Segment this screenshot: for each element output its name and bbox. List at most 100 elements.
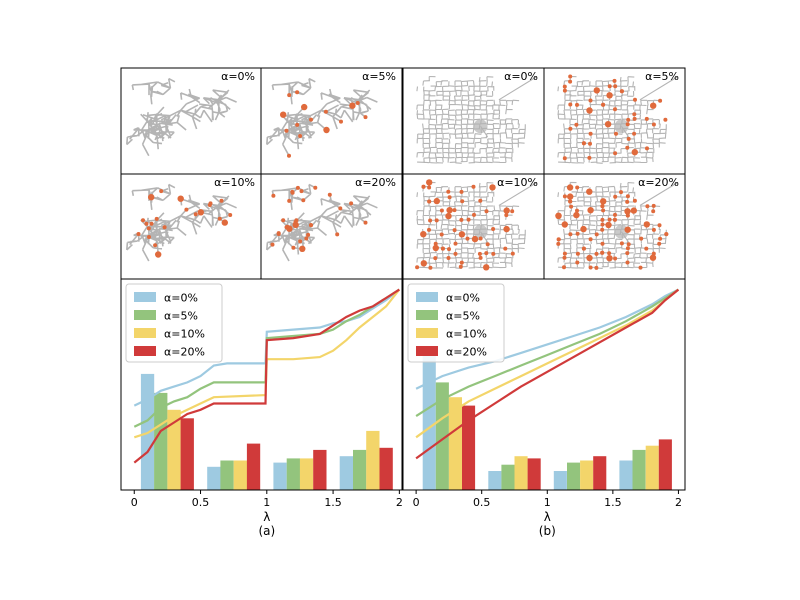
highlight-marker xyxy=(586,188,593,195)
highlight-marker xyxy=(567,193,574,200)
legend-entry: α=5% xyxy=(164,310,198,323)
bar-0-0 xyxy=(422,355,436,490)
highlight-marker xyxy=(605,221,612,229)
bar-0-1 xyxy=(488,471,502,490)
highlight-marker xyxy=(327,192,332,197)
network-panel-4: α=20% xyxy=(260,173,403,280)
highlight-marker xyxy=(323,109,328,114)
highlight-marker xyxy=(658,98,663,103)
highlight-marker xyxy=(284,128,289,133)
highlight-marker xyxy=(299,245,306,252)
charts: 0 0.5 1 1.5 2λ(a)α=0%α=5%α=10%α=20%0 0.5 1 1.5 2… xyxy=(120,278,686,538)
highlight-markers xyxy=(270,185,368,252)
highlight-marker xyxy=(625,209,630,214)
highlight-marker xyxy=(633,97,637,102)
highlight-marker xyxy=(349,201,354,206)
highlight-marker xyxy=(504,213,509,218)
highlight-marker xyxy=(607,84,612,89)
highlight-marker xyxy=(301,198,306,203)
highlight-marker xyxy=(624,226,631,233)
highlight-marker xyxy=(586,254,593,262)
highlight-markers xyxy=(280,90,368,158)
highlight-marker xyxy=(632,116,637,121)
highlight-marker xyxy=(295,185,300,190)
bar-1-1 xyxy=(501,464,515,490)
legend-swatch xyxy=(134,310,156,320)
bars xyxy=(140,373,393,490)
curve-line-3 xyxy=(415,288,680,460)
highlight-marker xyxy=(604,121,612,128)
highlight-marker xyxy=(638,265,643,270)
legend-swatch xyxy=(134,328,156,338)
highlight-marker xyxy=(651,227,656,232)
highlight-marker xyxy=(484,209,489,214)
highlight-marker xyxy=(630,207,637,214)
highlight-marker xyxy=(556,241,561,246)
x-tick-label: 0 xyxy=(413,496,420,509)
highlight-marker xyxy=(446,189,451,194)
highlight-marker xyxy=(485,242,490,247)
network-panel-7: α=10% xyxy=(402,173,545,280)
axes-frame xyxy=(402,278,686,491)
bar-1-2 xyxy=(286,458,300,490)
highlight-marker xyxy=(298,134,303,138)
highlight-marker xyxy=(568,126,573,131)
highlight-marker xyxy=(287,153,291,158)
highlight-marker xyxy=(600,250,605,255)
highlight-marker xyxy=(136,232,141,236)
network-edge-paths xyxy=(266,183,378,262)
highlight-marker xyxy=(349,102,356,109)
highlight-marker xyxy=(447,195,452,200)
highlight-marker xyxy=(287,93,292,98)
network-panel-2: α=5% xyxy=(260,67,403,175)
bar-0-2 xyxy=(553,471,567,490)
highlight-marker xyxy=(600,227,605,232)
network-panel-6: α=5% xyxy=(543,67,686,175)
highlight-marker xyxy=(588,98,593,103)
network-edge-paths xyxy=(557,181,679,269)
bar-2-1 xyxy=(233,460,247,490)
bar-0-3 xyxy=(339,456,353,490)
panel-label: α=20% xyxy=(355,176,396,189)
highlight-marker xyxy=(613,84,618,89)
network-panel-8: α=20% xyxy=(543,173,686,280)
highlight-marker xyxy=(299,189,304,194)
highlight-marker xyxy=(568,185,573,190)
highlight-marker xyxy=(193,212,198,217)
highlight-marker xyxy=(291,245,296,250)
highlight-marker xyxy=(625,194,630,199)
chart-caption: (b) xyxy=(539,524,556,538)
highlight-marker xyxy=(478,255,483,260)
network-dense-core xyxy=(614,119,629,134)
highlight-marker xyxy=(600,204,605,209)
highlight-marker xyxy=(221,219,228,226)
highlight-marker xyxy=(619,241,624,246)
highlight-marker xyxy=(295,122,300,127)
highlight-marker xyxy=(581,246,586,251)
highlight-marker xyxy=(471,235,479,243)
panel-label: α=0% xyxy=(504,70,538,83)
highlight-marker xyxy=(298,239,303,244)
highlight-marker xyxy=(149,221,154,226)
highlight-marker xyxy=(632,198,637,203)
highlight-marker xyxy=(427,199,432,204)
highlight-marker xyxy=(144,221,149,226)
highlight-marker xyxy=(421,184,426,189)
highlight-marker xyxy=(587,155,592,160)
legend-swatch xyxy=(416,292,438,302)
highlight-marker xyxy=(433,256,438,261)
legend-swatch xyxy=(416,346,438,356)
highlight-marker xyxy=(428,218,433,223)
legend-swatch xyxy=(134,346,156,356)
highlight-marker xyxy=(460,199,465,204)
legend-box xyxy=(407,283,505,363)
highlight-marker xyxy=(420,231,427,238)
highlight-marker xyxy=(439,208,444,213)
highlight-marker xyxy=(453,251,458,256)
highlight-marker xyxy=(594,232,599,237)
highlight-marker xyxy=(625,145,630,150)
highlight-marker xyxy=(651,203,656,208)
highlight-marker xyxy=(588,265,593,270)
highlight-marker xyxy=(153,243,158,248)
